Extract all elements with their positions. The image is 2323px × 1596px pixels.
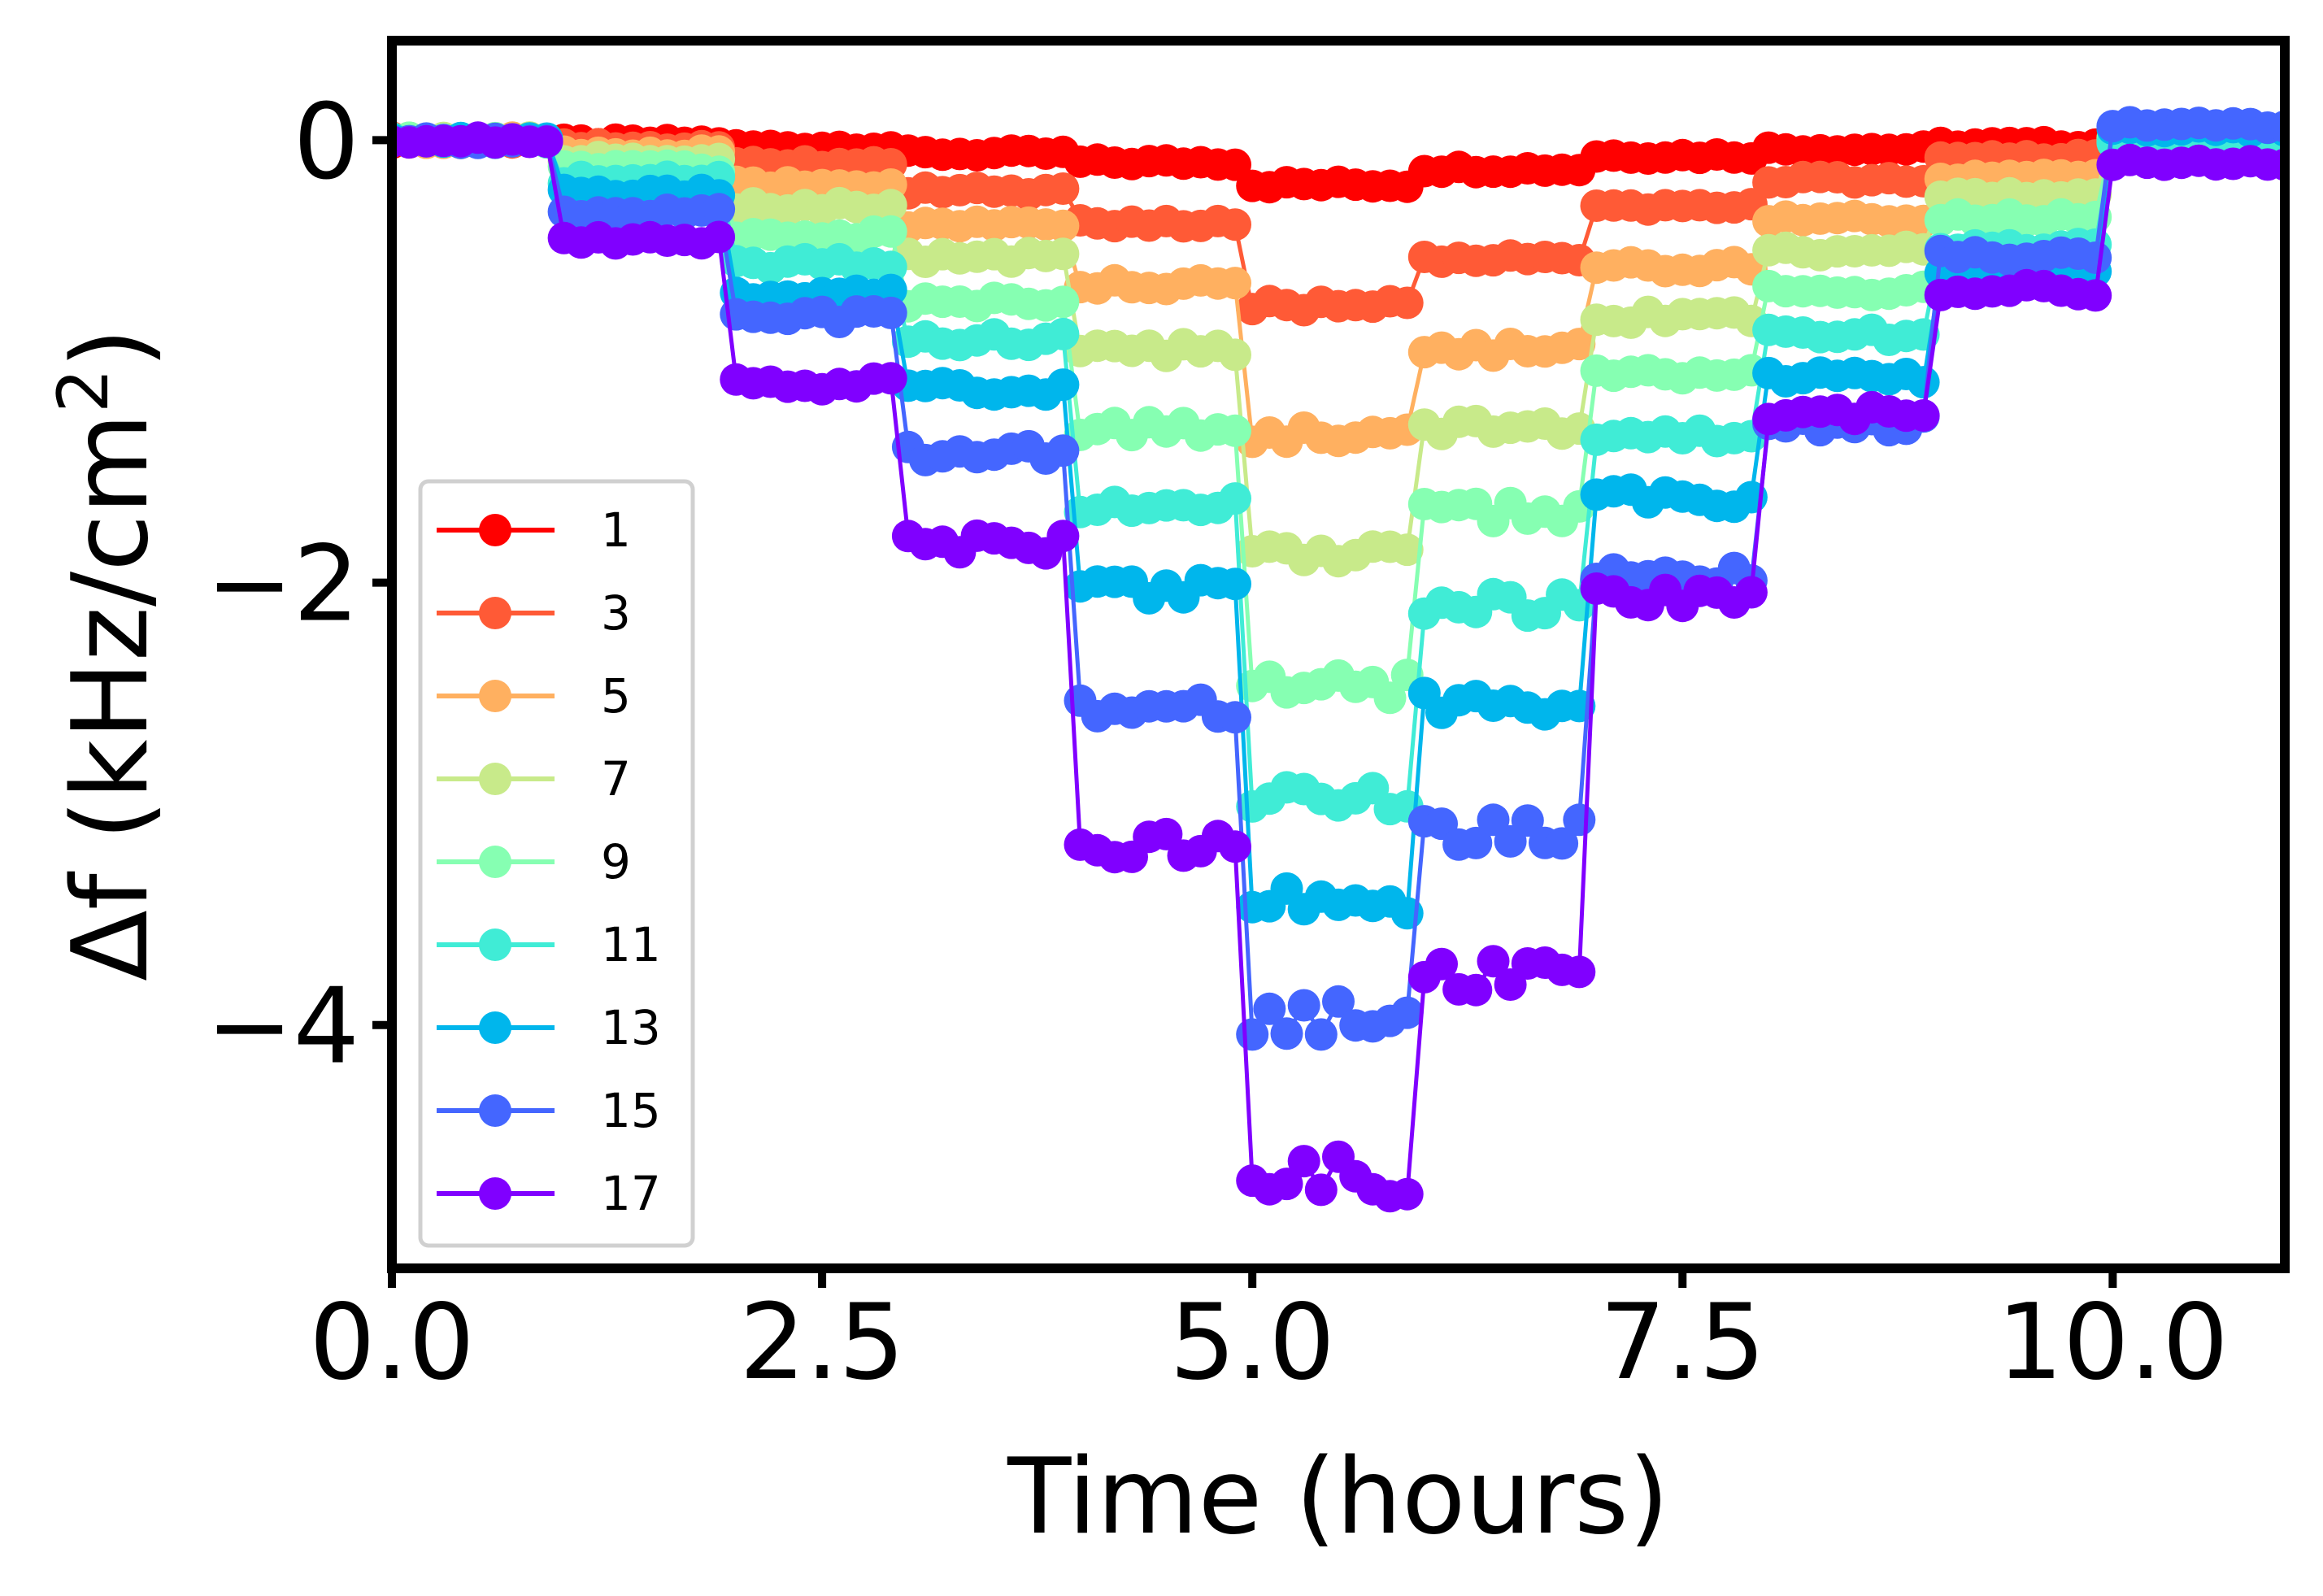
y-tick-label-1: −2	[206, 524, 359, 646]
legend-label-9: 9	[601, 834, 631, 889]
data-point-3-49	[1219, 208, 1251, 241]
data-point-13-39	[1046, 368, 1080, 402]
data-point-15-39	[1046, 434, 1080, 467]
legend-marker-15	[479, 1094, 511, 1127]
data-point-17-64	[1477, 945, 1510, 978]
data-point-17-29	[874, 362, 907, 395]
data-point-17-63	[1459, 973, 1493, 1007]
data-point-15-99	[2079, 241, 2112, 274]
data-point-15-53	[1287, 989, 1320, 1022]
legend-box	[418, 479, 695, 1248]
data-point-17-61	[1425, 947, 1458, 981]
plot-frame	[387, 36, 2290, 1273]
y-axis-label-superscript: 2	[43, 368, 124, 413]
data-point-17-19	[703, 220, 736, 254]
x-tick-label-0: 0.0	[309, 1282, 475, 1403]
x-tick-label-4: 10.0	[1997, 1282, 2229, 1403]
data-point-15-54	[1304, 1018, 1338, 1051]
data-point-11-29	[874, 250, 907, 284]
legend-label-15: 15	[601, 1083, 661, 1138]
data-point-13-49	[1219, 568, 1251, 601]
legend-marker-17	[479, 1177, 511, 1210]
x-tick-label-3: 7.5	[1599, 1282, 1765, 1403]
legend-marker-9	[479, 846, 511, 878]
data-point-5-69	[1563, 328, 1596, 361]
data-point-17-52	[1270, 1168, 1303, 1201]
data-point-11-39	[1046, 317, 1080, 350]
data-point-15-52	[1270, 1017, 1303, 1050]
x-tick-label-1: 2.5	[739, 1282, 905, 1403]
data-point-9-49	[1219, 414, 1251, 447]
data-point-3-59	[1390, 286, 1424, 320]
legend-label-1: 1	[601, 502, 631, 558]
legend-marker-7	[479, 763, 511, 795]
data-point-17-99	[2079, 279, 2112, 312]
legend-label-13: 13	[601, 1000, 661, 1055]
data-point-13-89	[1907, 366, 1940, 399]
data-point-15-29	[874, 296, 907, 329]
data-point-9-58	[1373, 681, 1407, 715]
data-point-15-66	[1511, 804, 1544, 837]
data-point-17-39	[1046, 520, 1080, 553]
legend-marker-1	[479, 514, 511, 546]
legend-marker-5	[479, 680, 511, 712]
legend-label-5: 5	[601, 668, 631, 724]
data-point-17-69	[1563, 955, 1596, 989]
legend-label-3: 3	[601, 585, 631, 641]
data-point-17-79	[1734, 576, 1768, 609]
data-point-9-29	[874, 215, 907, 248]
legend-marker-3	[479, 597, 511, 629]
y-axis-label: Δf (kHz/cm2)	[43, 328, 172, 981]
series-layer	[392, 106, 2285, 1213]
data-point-17-53	[1287, 1145, 1320, 1178]
data-point-7-39	[1046, 237, 1080, 271]
legend-label-11: 11	[601, 917, 661, 972]
legend-label-7: 7	[601, 751, 631, 807]
data-point-15-49	[1219, 701, 1251, 734]
x-axis-label: Time (hours)	[1007, 1437, 1669, 1558]
data-point-5-49	[1219, 267, 1251, 300]
data-point-15-63	[1459, 826, 1493, 859]
legend-marker-13	[479, 1011, 511, 1044]
data-point-7-49	[1219, 338, 1251, 372]
data-point-17-49	[1219, 830, 1251, 863]
y-axis-label-main: Δf (kHz/cm	[50, 413, 172, 981]
data-point-7-29	[874, 189, 907, 222]
data-point-5-39	[1046, 209, 1080, 242]
x-tick-label-2: 5.0	[1169, 1282, 1335, 1403]
data-point-15-55	[1322, 985, 1355, 1018]
y-tick-label-2: −4	[206, 967, 359, 1088]
data-point-11-49	[1219, 482, 1251, 515]
data-point-15-68	[1546, 827, 1579, 860]
data-point-17-9	[530, 125, 563, 159]
data-point-15-59	[1390, 996, 1424, 1029]
y-tick-label-0: 0	[294, 81, 359, 202]
data-point-9-39	[1046, 285, 1080, 319]
data-point-3-39	[1046, 172, 1080, 205]
data-point-15-69	[1563, 803, 1596, 837]
data-point-17-89	[1907, 399, 1940, 432]
data-point-15-51	[1253, 992, 1286, 1025]
y-axis-label-close: )	[50, 328, 172, 368]
axes-layer: 0.0 2.5 5.0 7.5 10.0 0 −2 −4 Time (hours) Δf (kHz…	[43, 36, 2290, 1558]
legend-label-17: 17	[601, 1166, 661, 1221]
data-point-15-19	[703, 193, 736, 226]
data-point-7-59	[1390, 533, 1424, 567]
data-point-17-54	[1304, 1173, 1338, 1207]
data-point-17-59	[1390, 1177, 1424, 1211]
legend-marker-11	[479, 928, 511, 961]
